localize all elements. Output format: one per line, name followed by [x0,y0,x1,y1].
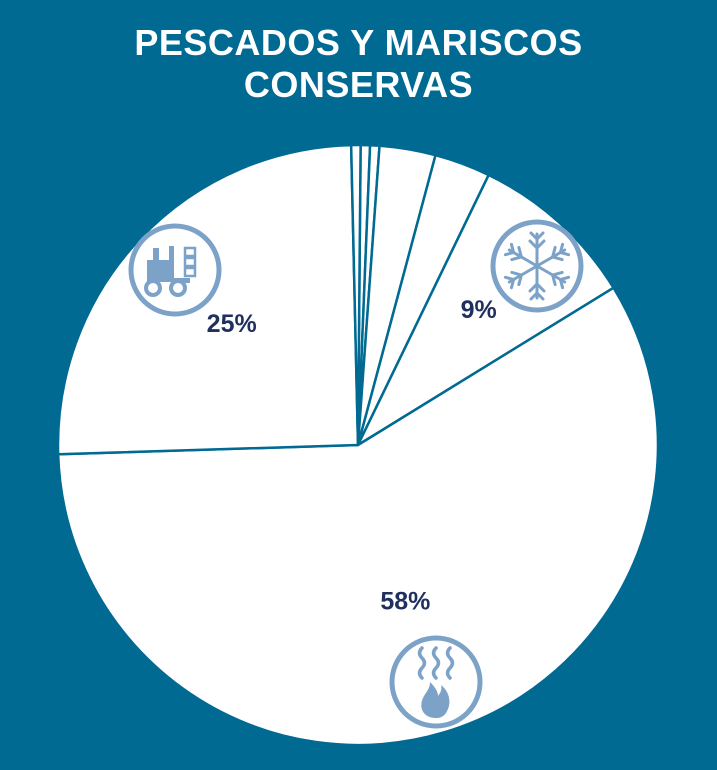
pie-slices [56,143,660,747]
chart-title: PESCADOS Y MARISCOS CONSERVAS [0,22,717,106]
snowflake-icon [490,219,584,313]
steam-flame-icon [389,635,483,729]
forklift-icon [128,223,222,317]
pie-slice [349,143,362,447]
pie-slice [356,173,615,447]
slice-label: 25% [207,310,257,338]
pie-labels: 9% 58% 25% [207,296,497,616]
pie-slice [56,286,660,747]
chart-title-line-2: CONSERVAS [243,64,474,105]
slice-label: 9% [461,296,497,324]
slice-label: 58% [380,588,430,616]
chart-title-line-1: PESCADOS Y MARISCOS [134,22,583,63]
